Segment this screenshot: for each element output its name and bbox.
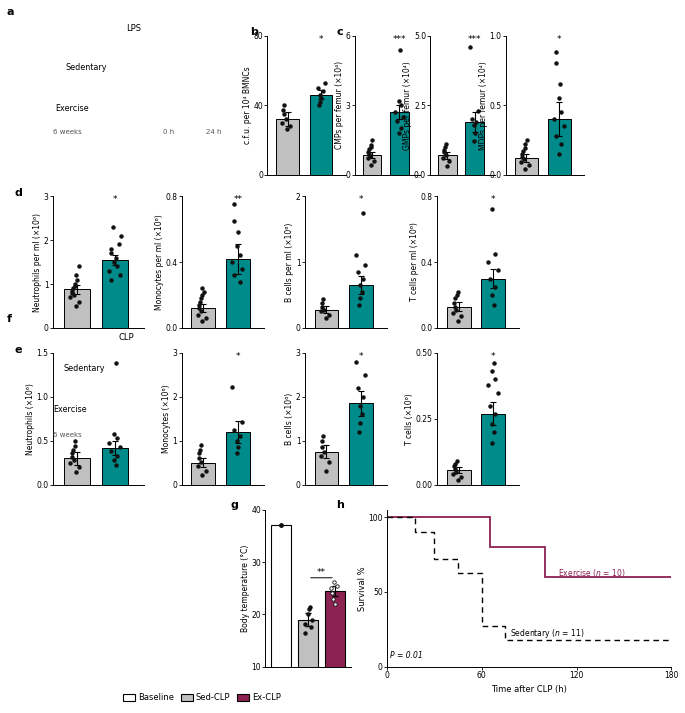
Text: CLP: CLP [119, 333, 134, 342]
Bar [515, 158, 538, 175]
Y-axis label: GMPs per femur (×10⁴): GMPs per femur (×10⁴) [403, 61, 412, 150]
Bar [271, 525, 291, 713]
Y-axis label: B cells per ml (×10⁶): B cells per ml (×10⁶) [286, 222, 295, 302]
Text: Exercise ($n$ = 10): Exercise ($n$ = 10) [558, 567, 625, 578]
Text: Exercise: Exercise [55, 104, 88, 113]
Text: a: a [7, 7, 14, 17]
Text: *: * [491, 352, 495, 361]
Bar [447, 307, 471, 328]
Bar [482, 414, 505, 485]
Text: *: * [236, 352, 240, 361]
Text: b: b [250, 27, 258, 37]
Bar [64, 289, 90, 328]
Y-axis label: B cells (×10⁶): B cells (×10⁶) [286, 393, 295, 445]
Bar [438, 155, 457, 175]
Bar [102, 260, 128, 328]
Bar [298, 620, 318, 713]
Bar [191, 308, 215, 328]
Bar [64, 458, 90, 485]
Bar [482, 279, 505, 328]
Bar [349, 285, 373, 328]
Text: 6 weeks: 6 weeks [53, 432, 82, 438]
Text: *: * [557, 35, 562, 44]
Text: *: * [359, 352, 363, 361]
Text: 6 weeks: 6 weeks [53, 129, 82, 135]
Text: Sedentary: Sedentary [64, 364, 105, 373]
Text: *: * [359, 195, 363, 204]
Y-axis label: c.f.u. per 10⁴ BMNCs: c.f.u. per 10⁴ BMNCs [243, 66, 252, 144]
Text: Sedentary: Sedentary [65, 63, 107, 72]
Y-axis label: T cells (×10⁶): T cells (×10⁶) [406, 393, 414, 445]
Bar [277, 119, 299, 175]
Bar [325, 591, 345, 713]
Y-axis label: Monocytes per ml (×10⁶): Monocytes per ml (×10⁶) [155, 214, 164, 310]
Bar [362, 155, 382, 175]
Text: LPS: LPS [126, 24, 141, 33]
Bar [349, 404, 373, 485]
Y-axis label: Survival %: Survival % [358, 566, 367, 610]
Text: d: d [14, 188, 23, 198]
Y-axis label: Body temperature (°C): Body temperature (°C) [241, 545, 250, 632]
Bar [226, 259, 249, 328]
Bar [390, 112, 409, 175]
Y-axis label: Monocytes (×10⁶): Monocytes (×10⁶) [162, 384, 171, 453]
Bar [310, 95, 332, 175]
Text: ***: *** [393, 35, 406, 44]
Text: f: f [7, 314, 12, 324]
Y-axis label: CMPs per femur (×10⁴): CMPs per femur (×10⁴) [336, 61, 345, 149]
Bar [465, 122, 484, 175]
Bar [314, 309, 338, 328]
Text: ***: *** [468, 35, 482, 44]
Text: *: * [113, 195, 117, 204]
Bar [226, 432, 249, 485]
Y-axis label: Neutrophils (×10⁶): Neutrophils (×10⁶) [26, 383, 35, 455]
Text: g: g [231, 501, 238, 511]
Text: **: ** [317, 568, 326, 577]
Text: **: ** [234, 195, 242, 204]
Bar [191, 463, 215, 485]
Bar [447, 471, 471, 485]
Y-axis label: T cells per ml (×10⁶): T cells per ml (×10⁶) [410, 222, 419, 302]
Text: Sedentary ($n$ = 11): Sedentary ($n$ = 11) [510, 627, 585, 640]
Text: *: * [319, 35, 323, 44]
Text: 24 h: 24 h [206, 129, 221, 135]
Text: 0 h: 0 h [163, 129, 174, 135]
Text: h: h [336, 501, 344, 511]
Text: *: * [491, 195, 495, 204]
Bar [102, 448, 128, 485]
Text: P = 0.01: P = 0.01 [390, 651, 423, 660]
Text: Exercise: Exercise [53, 406, 87, 414]
X-axis label: Time after CLP (h): Time after CLP (h) [491, 685, 567, 694]
Y-axis label: Neutrophils per ml (×10⁶): Neutrophils per ml (×10⁶) [34, 212, 42, 312]
Bar [314, 452, 338, 485]
Text: e: e [14, 345, 22, 355]
Y-axis label: MDPs per femur (×10⁴): MDPs per femur (×10⁴) [479, 61, 488, 150]
Text: c: c [336, 27, 343, 37]
Legend: Baseline, Sed-CLP, Ex-CLP: Baseline, Sed-CLP, Ex-CLP [120, 689, 284, 705]
Bar [548, 119, 571, 175]
